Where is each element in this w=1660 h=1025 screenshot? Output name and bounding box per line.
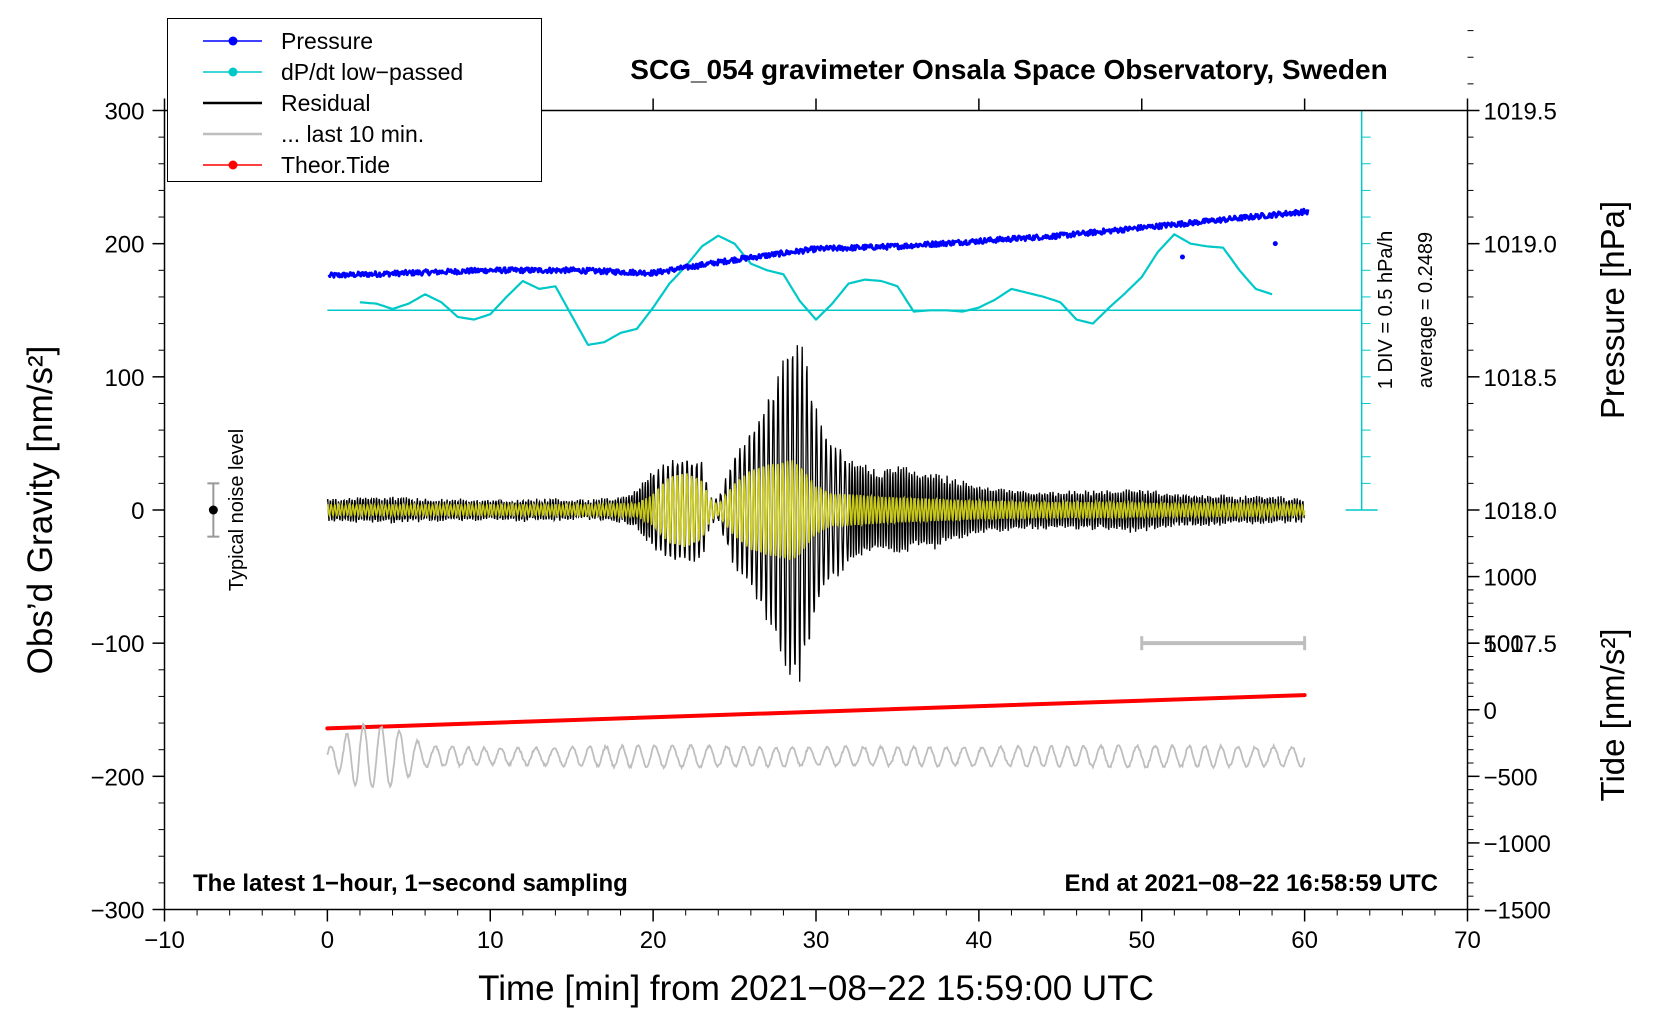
- x-tick-label: 20: [640, 927, 667, 954]
- legend-label-1: Pressure: [281, 28, 373, 54]
- y-axis-pressure: 1019.5 1019.0 1018.5 1018.0 1017.5: [1467, 30, 1557, 697]
- y-tick-label: −200: [90, 764, 144, 791]
- x-tick-label: 30: [803, 927, 830, 954]
- y-axis-left: 300 200 100 0 −100 −200 −300: [90, 99, 165, 925]
- pressure-tick-label: 1017.5: [1484, 631, 1557, 658]
- legend-label-3: Residual: [281, 90, 371, 116]
- chart-title: SCG_054 gravimeter Onsala Space Observat…: [630, 54, 1387, 85]
- legend: Pressure dP/dt low−passed Residual ... last…: [167, 18, 542, 182]
- scale-label-average: average = 0.2489: [1415, 232, 1437, 388]
- legend-label-4: ... last 10 min.: [281, 121, 424, 147]
- legend-entries: Pressure dP/dt low−passed Residual ... last…: [203, 28, 463, 178]
- noise-level-label: Typical noise level: [226, 429, 248, 591]
- tide-tick-label: 0: [1484, 698, 1497, 725]
- tide-tick-label: −1000: [1484, 831, 1551, 858]
- y-tick-label: 0: [131, 498, 144, 525]
- tide-tick-label: −500: [1484, 764, 1538, 791]
- pressure-tick-label: 1018.5: [1484, 365, 1557, 392]
- footer-right: End at 2021−08−22 16:58:59 UTC: [1064, 870, 1438, 897]
- y-tick-label: 300: [104, 99, 144, 126]
- y-tick-label: 200: [104, 232, 144, 259]
- y-tick-label: −100: [90, 631, 144, 658]
- dpdt-series-line: [359, 233, 1273, 346]
- x-tick-label: 40: [966, 927, 993, 954]
- x-tick-label: 50: [1128, 927, 1155, 954]
- legend-marker-5: [228, 160, 238, 170]
- pressure-tick-label: 1018.0: [1484, 498, 1557, 525]
- filtered-residual-series-line: [327, 460, 1306, 561]
- x-tick-label: 70: [1454, 927, 1481, 954]
- pressure-tick-label: 1019.5: [1484, 99, 1557, 126]
- noise-level-point: [208, 505, 218, 515]
- y-tick-label: −300: [90, 898, 144, 925]
- y-axis-label-tide: Tide [nm/s²]: [1594, 629, 1631, 802]
- footer-left: The latest 1−hour, 1−second sampling: [193, 870, 628, 897]
- x-tick-label: 10: [477, 927, 504, 954]
- y-axis-tide: 1000 500 0 −500 −1000 −1500: [1467, 565, 1551, 925]
- y-tick-label: 100: [104, 365, 144, 392]
- x-tick-label: 0: [321, 927, 334, 954]
- legend-marker-1: [228, 36, 238, 46]
- tide-tick-label: −1500: [1484, 898, 1551, 925]
- pressure-series-line: [327, 207, 1310, 279]
- pressure-outlier-point: [1179, 254, 1185, 260]
- pressure-outlier-point: [1272, 241, 1278, 247]
- x-axis-label: Time [min] from 2021−08−22 15:59:00 UTC: [478, 969, 1154, 1008]
- legend-label-5: Theor.Tide: [281, 152, 390, 178]
- last-10-min-series-line: [326, 722, 1306, 789]
- x-axis: −10 0 10 20 30 40 50 60 70: [144, 98, 1481, 954]
- x-tick-label: 60: [1291, 927, 1318, 954]
- y-axis-label-left: Obs’d Gravity [nm/s²]: [21, 346, 60, 675]
- x-tick-label: −10: [144, 927, 185, 954]
- y-axis-label-pressure: Pressure [hPa]: [1594, 201, 1631, 419]
- scale-label-div: 1 DIV = 0.5 hPa/h: [1375, 231, 1397, 389]
- legend-label-2: dP/dt low−passed: [281, 59, 463, 85]
- tide-series-line: [325, 693, 1307, 731]
- tide-tick-label: 500: [1484, 631, 1524, 658]
- legend-marker-2: [228, 67, 238, 77]
- tide-tick-label: 1000: [1484, 565, 1537, 592]
- pressure-tick-label: 1019.0: [1484, 232, 1557, 259]
- legend-box: [167, 18, 542, 182]
- series-layer: [207, 110, 1378, 789]
